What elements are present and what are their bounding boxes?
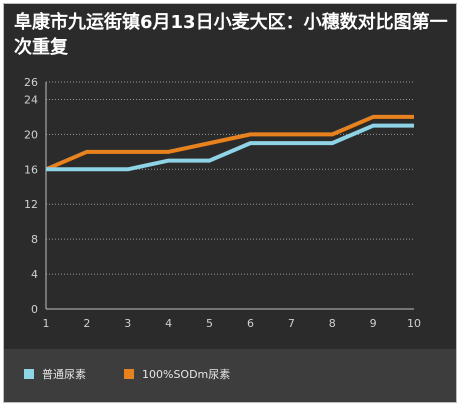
legend-label-series-2: 100%SODm尿素 xyxy=(142,368,231,381)
legend-item-series-2: 100%SODm尿素 xyxy=(124,367,230,381)
series-line-1 xyxy=(46,123,414,172)
legend-swatch-series-1 xyxy=(24,369,34,379)
x-tick-label-6: 6 xyxy=(247,317,254,330)
x-tick-label-8: 8 xyxy=(329,317,336,330)
y-tick-label-12: 12 xyxy=(24,198,38,211)
y-tick-label-20: 20 xyxy=(24,128,38,141)
y-tick-label-16: 16 xyxy=(24,163,38,176)
chart-title: 阜康市九运街镇6月13日小麦大区：小穗数对比图第一次重复 xyxy=(14,12,448,58)
x-tick-label-3: 3 xyxy=(124,317,131,330)
y-tick-label-26: 26 xyxy=(24,76,38,89)
legend-label-series-1: 普通尿素 xyxy=(42,368,86,381)
series-line-2 xyxy=(45,114,414,172)
chart-frame: 阜康市九运街镇6月13日小麦大区：小穗数对比图第一次重复 0 4 8 12 16 20 24… xyxy=(3,3,457,403)
legend-item-series-1: 普通尿素 xyxy=(24,367,86,381)
y-tick-label-24: 24 xyxy=(24,93,38,106)
y-tick-label-4: 4 xyxy=(31,268,38,281)
legend: 普通尿素 100%SODm尿素 xyxy=(4,349,456,402)
legend-swatch-series-2 xyxy=(124,369,134,379)
x-tick-label-7: 7 xyxy=(288,317,295,330)
x-tick-label-4: 4 xyxy=(165,317,172,330)
y-tick-label-0: 0 xyxy=(31,303,38,316)
x-tick-label-2: 2 xyxy=(83,317,90,330)
x-tick-label-9: 9 xyxy=(370,317,377,330)
x-tick-label-5: 5 xyxy=(206,317,213,330)
x-tick-label-1: 1 xyxy=(43,317,50,330)
y-tick-label-8: 8 xyxy=(31,233,38,246)
x-tick-label-10: 10 xyxy=(407,317,421,330)
